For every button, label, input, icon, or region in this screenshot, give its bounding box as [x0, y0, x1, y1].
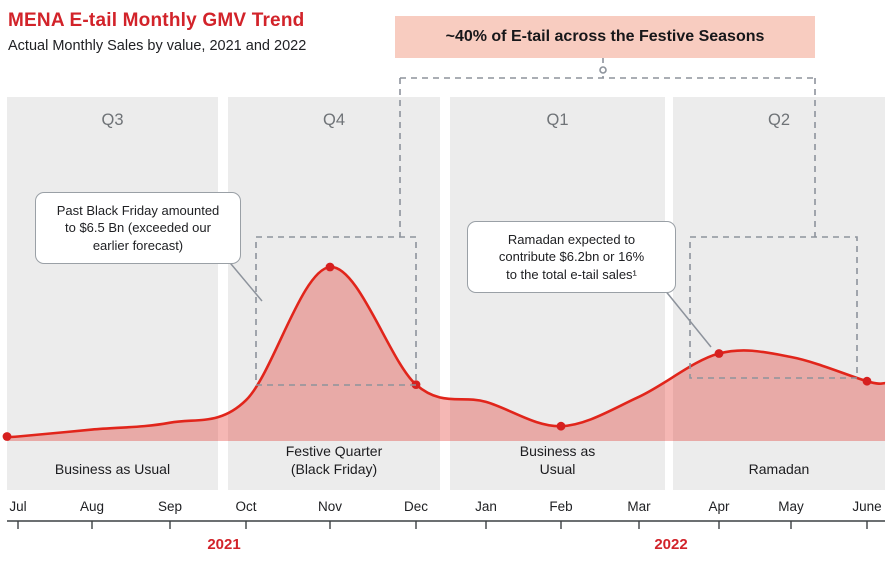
month-label: Jul: [9, 499, 27, 514]
black-friday-callout: Past Black Friday amounted to $6.5 Bn (e…: [35, 192, 241, 264]
period-label: Business as Usual: [54, 460, 171, 477]
page-subtitle: Actual Monthly Sales by value, 2021 and …: [8, 38, 307, 54]
month-label: Mar: [627, 499, 651, 514]
year-label-2022: 2022: [654, 536, 688, 553]
page-title: MENA E-tail Monthly GMV Trend: [8, 10, 305, 31]
data-point-marker: [862, 376, 872, 386]
data-point-marker: [325, 262, 335, 272]
quarter-label: Q1: [546, 111, 569, 129]
gmv-line: [6, 265, 886, 439]
black-friday-callout-leader: [225, 257, 263, 302]
month-label: Sep: [157, 499, 183, 514]
gmv-series: [2, 262, 886, 441]
month-label: Aug: [79, 499, 105, 514]
month-label: Apr: [708, 499, 730, 514]
quarter-panel-q4: Q4 Festive Quarter (Black Friday): [228, 97, 440, 490]
quarter-panel-q2: Q2 Ramadan: [673, 97, 885, 490]
period-label: Festive Quarter (Black Friday): [285, 442, 383, 477]
period-label: Ramadan: [748, 460, 810, 477]
banner-connector-dashes: [399, 58, 816, 237]
month-label: Nov: [317, 499, 343, 514]
quarter-label: Q2: [767, 111, 790, 129]
black-friday-callout-text: Past Black Friday amounted to $6.5 Bn (e…: [56, 202, 220, 253]
quarter-label: Q4: [322, 111, 345, 129]
ramadan-callout: Ramadan expected to contribute $6.2bn or…: [467, 221, 676, 293]
quarter-label: Q3: [101, 111, 124, 129]
quarter-panel-q3: Q3 Business as Usual: [7, 97, 218, 490]
x-axis: [7, 520, 885, 529]
festive-seasons-banner: ~40% of E-tail across the Festive Season…: [395, 16, 815, 58]
month-label: May: [778, 499, 804, 514]
period-label: Business as Usual: [519, 442, 596, 477]
ramadan-callout-text: Ramadan expected to contribute $6.2bn or…: [498, 231, 645, 282]
data-point-marker: [714, 349, 724, 358]
year-label-2021: 2021: [207, 536, 241, 553]
festive-seasons-banner-label: ~40% of E-tail across the Festive Season…: [445, 28, 765, 45]
data-point-marker: [556, 421, 566, 431]
month-label: Dec: [403, 499, 429, 514]
gmv-area-fill: [7, 266, 885, 441]
month-label: Oct: [235, 499, 257, 514]
connector-node: [599, 66, 607, 74]
festive-quarter-highlight-box: [255, 236, 417, 386]
month-label: Feb: [549, 499, 573, 514]
data-point-marker: [2, 432, 12, 441]
month-label: Jan: [475, 499, 497, 514]
month-label: June: [852, 499, 882, 514]
ramadan-callout-leader: [663, 288, 712, 348]
